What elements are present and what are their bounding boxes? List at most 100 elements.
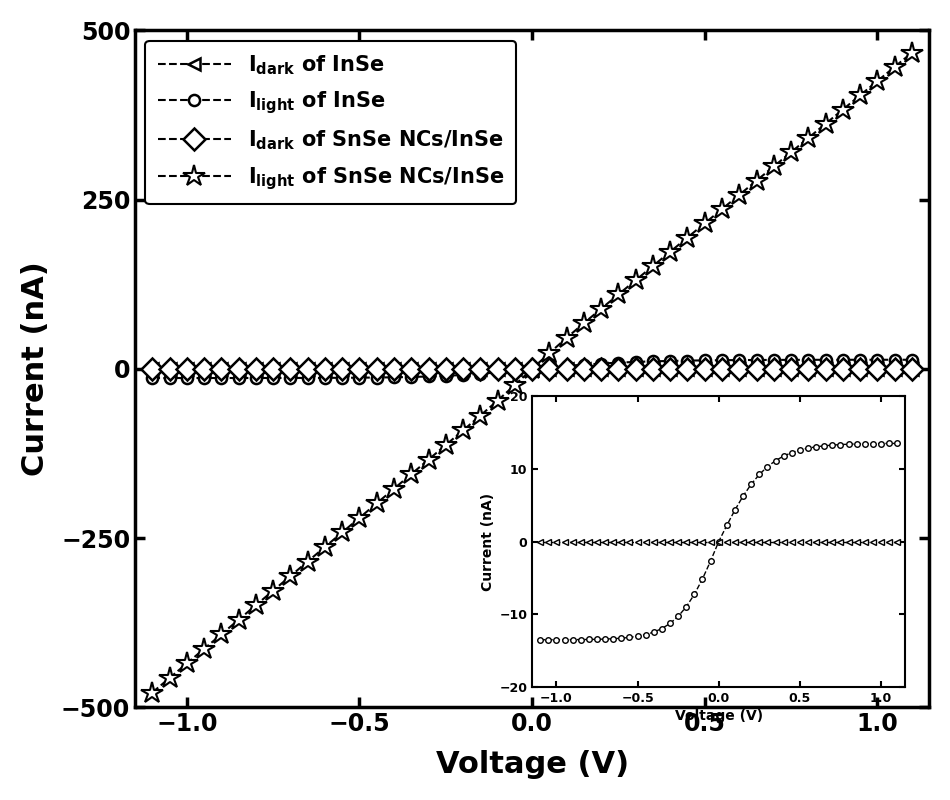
$\mathbf{I_{dark}}$ of SnSe NCs/InSe bbox=[543, 364, 555, 374]
$\mathbf{I_{light}}$ of InSe bbox=[250, 373, 261, 382]
$\mathbf{I_{light}}$ of InSe bbox=[509, 366, 521, 375]
$\mathbf{I_{dark}}$ of SnSe NCs/InSe bbox=[440, 364, 451, 374]
$\mathbf{I_{light}}$ of SnSe NCs/InSe bbox=[440, 440, 451, 450]
$\mathbf{I_{dark}}$ of InSe bbox=[664, 364, 675, 374]
$\mathbf{I_{light}}$ of SnSe NCs/InSe bbox=[699, 218, 711, 228]
$\mathbf{I_{dark}}$ of SnSe NCs/InSe bbox=[837, 364, 848, 374]
$\mathbf{I_{light}}$ of SnSe NCs/InSe bbox=[423, 454, 434, 464]
$\mathbf{I_{light}}$ of InSe bbox=[199, 374, 210, 383]
$\mathbf{I_{dark}}$ of InSe bbox=[371, 364, 383, 374]
Legend: $\mathbf{I_{dark}}$ of InSe, $\mathbf{I_{light}}$ of InSe, $\mathbf{I_{dark}}$ o: $\mathbf{I_{dark}}$ of InSe, $\mathbf{I_… bbox=[145, 41, 517, 204]
$\mathbf{I_{light}}$ of SnSe NCs/InSe bbox=[319, 542, 331, 552]
$\mathbf{I_{dark}}$ of InSe bbox=[630, 364, 641, 374]
$\mathbf{I_{light}}$ of InSe bbox=[336, 373, 348, 382]
$\mathbf{I_{dark}}$ of InSe bbox=[716, 364, 728, 374]
$\mathbf{I_{light}}$ of SnSe NCs/InSe bbox=[526, 364, 538, 374]
$\mathbf{I_{light}}$ of SnSe NCs/InSe bbox=[164, 673, 176, 682]
$\mathbf{I_{dark}}$ of InSe bbox=[560, 364, 572, 374]
$\mathbf{I_{dark}}$ of SnSe NCs/InSe bbox=[854, 364, 865, 374]
$\mathbf{I_{dark}}$ of InSe bbox=[613, 364, 624, 374]
$\mathbf{I_{light}}$ of SnSe NCs/InSe bbox=[406, 470, 417, 479]
$\mathbf{I_{dark}}$ of SnSe NCs/InSe bbox=[302, 364, 314, 374]
$\mathbf{I_{dark}}$ of InSe bbox=[250, 364, 261, 374]
$\mathbf{I_{dark}}$ of SnSe NCs/InSe bbox=[682, 364, 694, 374]
$\mathbf{I_{dark}}$ of SnSe NCs/InSe bbox=[146, 364, 158, 374]
$\mathbf{I_{dark}}$ of InSe bbox=[440, 364, 451, 374]
Line: $\mathbf{I_{dark}}$ of InSe: $\mathbf{I_{dark}}$ of InSe bbox=[146, 362, 918, 375]
$\mathbf{I_{light}}$ of SnSe NCs/InSe bbox=[509, 380, 521, 390]
$\mathbf{I_{light}}$ of SnSe NCs/InSe bbox=[750, 176, 762, 186]
$\mathbf{I_{light}}$ of SnSe NCs/InSe bbox=[906, 48, 918, 58]
$\mathbf{I_{light}}$ of InSe bbox=[233, 373, 244, 382]
$\mathbf{I_{light}}$ of InSe bbox=[475, 369, 486, 378]
$\mathbf{I_{dark}}$ of SnSe NCs/InSe bbox=[526, 364, 538, 374]
$\mathbf{I_{dark}}$ of SnSe NCs/InSe bbox=[509, 364, 521, 374]
$\mathbf{I_{dark}}$ of SnSe NCs/InSe bbox=[319, 364, 331, 374]
$\mathbf{I_{light}}$ of SnSe NCs/InSe bbox=[837, 105, 848, 114]
$\mathbf{I_{dark}}$ of InSe bbox=[854, 364, 865, 374]
$\mathbf{I_{light}}$ of SnSe NCs/InSe bbox=[336, 527, 348, 537]
$\mathbf{I_{dark}}$ of SnSe NCs/InSe bbox=[389, 364, 400, 374]
$\mathbf{I_{light}}$ of SnSe NCs/InSe bbox=[733, 190, 745, 200]
$\mathbf{I_{dark}}$ of InSe bbox=[285, 364, 296, 374]
$\mathbf{I_{light}}$ of InSe bbox=[371, 373, 383, 382]
$\mathbf{I_{dark}}$ of SnSe NCs/InSe bbox=[613, 364, 624, 374]
$\mathbf{I_{light}}$ of SnSe NCs/InSe bbox=[268, 586, 279, 595]
$\mathbf{I_{dark}}$ of InSe bbox=[389, 364, 400, 374]
$\mathbf{I_{light}}$ of InSe bbox=[457, 370, 468, 380]
$\mathbf{I_{dark}}$ of InSe bbox=[423, 364, 434, 374]
$\mathbf{I_{dark}}$ of InSe bbox=[492, 364, 504, 374]
$\mathbf{I_{dark}}$ of SnSe NCs/InSe bbox=[423, 364, 434, 374]
$\mathbf{I_{dark}}$ of InSe bbox=[302, 364, 314, 374]
$\mathbf{I_{light}}$ of SnSe NCs/InSe bbox=[630, 275, 641, 285]
$\mathbf{I_{dark}}$ of InSe bbox=[406, 364, 417, 374]
$\mathbf{I_{light}}$ of InSe bbox=[889, 355, 901, 365]
$\mathbf{I_{dark}}$ of InSe bbox=[837, 364, 848, 374]
$\mathbf{I_{dark}}$ of SnSe NCs/InSe bbox=[285, 364, 296, 374]
$\mathbf{I_{light}}$ of SnSe NCs/InSe bbox=[302, 557, 314, 566]
$\mathbf{I_{light}}$ of SnSe NCs/InSe bbox=[769, 162, 780, 171]
$\mathbf{I_{dark}}$ of InSe bbox=[181, 364, 193, 374]
$\mathbf{I_{light}}$ of SnSe NCs/InSe bbox=[389, 484, 400, 494]
$\mathbf{I_{dark}}$ of InSe bbox=[769, 364, 780, 374]
$\mathbf{I_{light}}$ of SnSe NCs/InSe bbox=[285, 571, 296, 581]
$\mathbf{I_{light}}$ of InSe bbox=[440, 371, 451, 381]
$\mathbf{I_{dark}}$ of SnSe NCs/InSe bbox=[630, 364, 641, 374]
$\mathbf{I_{dark}}$ of InSe bbox=[579, 364, 590, 374]
$\mathbf{I_{dark}}$ of InSe bbox=[750, 364, 762, 374]
$\mathbf{I_{light}}$ of SnSe NCs/InSe bbox=[233, 615, 244, 625]
$\mathbf{I_{light}}$ of InSe bbox=[769, 355, 780, 365]
$\mathbf{I_{light}}$ of InSe bbox=[872, 355, 884, 365]
$\mathbf{I_{light}}$ of InSe bbox=[353, 373, 365, 382]
$\mathbf{I_{dark}}$ of SnSe NCs/InSe bbox=[786, 364, 797, 374]
$\mathbf{I_{dark}}$ of SnSe NCs/InSe bbox=[181, 364, 193, 374]
$\mathbf{I_{dark}}$ of SnSe NCs/InSe bbox=[492, 364, 504, 374]
X-axis label: Voltage (V): Voltage (V) bbox=[435, 750, 629, 779]
$\mathbf{I_{dark}}$ of SnSe NCs/InSe bbox=[733, 364, 745, 374]
$\mathbf{I_{dark}}$ of SnSe NCs/InSe bbox=[872, 364, 884, 374]
$\mathbf{I_{light}}$ of InSe bbox=[492, 367, 504, 377]
$\mathbf{I_{light}}$ of SnSe NCs/InSe bbox=[820, 119, 831, 129]
$\mathbf{I_{dark}}$ of InSe bbox=[820, 364, 831, 374]
$\mathbf{I_{dark}}$ of SnSe NCs/InSe bbox=[560, 364, 572, 374]
$\mathbf{I_{dark}}$ of InSe bbox=[803, 364, 814, 374]
$\mathbf{I_{dark}}$ of SnSe NCs/InSe bbox=[820, 364, 831, 374]
$\mathbf{I_{light}}$ of InSe bbox=[716, 355, 728, 365]
$\mathbf{I_{dark}}$ of SnSe NCs/InSe bbox=[336, 364, 348, 374]
$\mathbf{I_{dark}}$ of InSe bbox=[596, 364, 607, 374]
$\mathbf{I_{light}}$ of InSe bbox=[302, 373, 314, 382]
$\mathbf{I_{light}}$ of SnSe NCs/InSe bbox=[475, 411, 486, 421]
$\mathbf{I_{light}}$ of InSe bbox=[560, 361, 572, 370]
$\mathbf{I_{light}}$ of SnSe NCs/InSe bbox=[596, 304, 607, 314]
$\mathbf{I_{dark}}$ of SnSe NCs/InSe bbox=[233, 364, 244, 374]
$\mathbf{I_{dark}}$ of InSe bbox=[647, 364, 658, 374]
$\mathbf{I_{light}}$ of SnSe NCs/InSe bbox=[543, 348, 555, 358]
$\mathbf{I_{light}}$ of InSe bbox=[579, 360, 590, 370]
Line: $\mathbf{I_{dark}}$ of SnSe NCs/InSe: $\mathbf{I_{dark}}$ of SnSe NCs/InSe bbox=[144, 362, 920, 377]
$\mathbf{I_{dark}}$ of SnSe NCs/InSe bbox=[596, 364, 607, 374]
$\mathbf{I_{dark}}$ of SnSe NCs/InSe bbox=[164, 364, 176, 374]
$\mathbf{I_{light}}$ of SnSe NCs/InSe bbox=[872, 76, 884, 86]
$\mathbf{I_{light}}$ of InSe bbox=[647, 357, 658, 366]
$\mathbf{I_{light}}$ of SnSe NCs/InSe bbox=[889, 62, 901, 72]
$\mathbf{I_{dark}}$ of SnSe NCs/InSe bbox=[268, 364, 279, 374]
